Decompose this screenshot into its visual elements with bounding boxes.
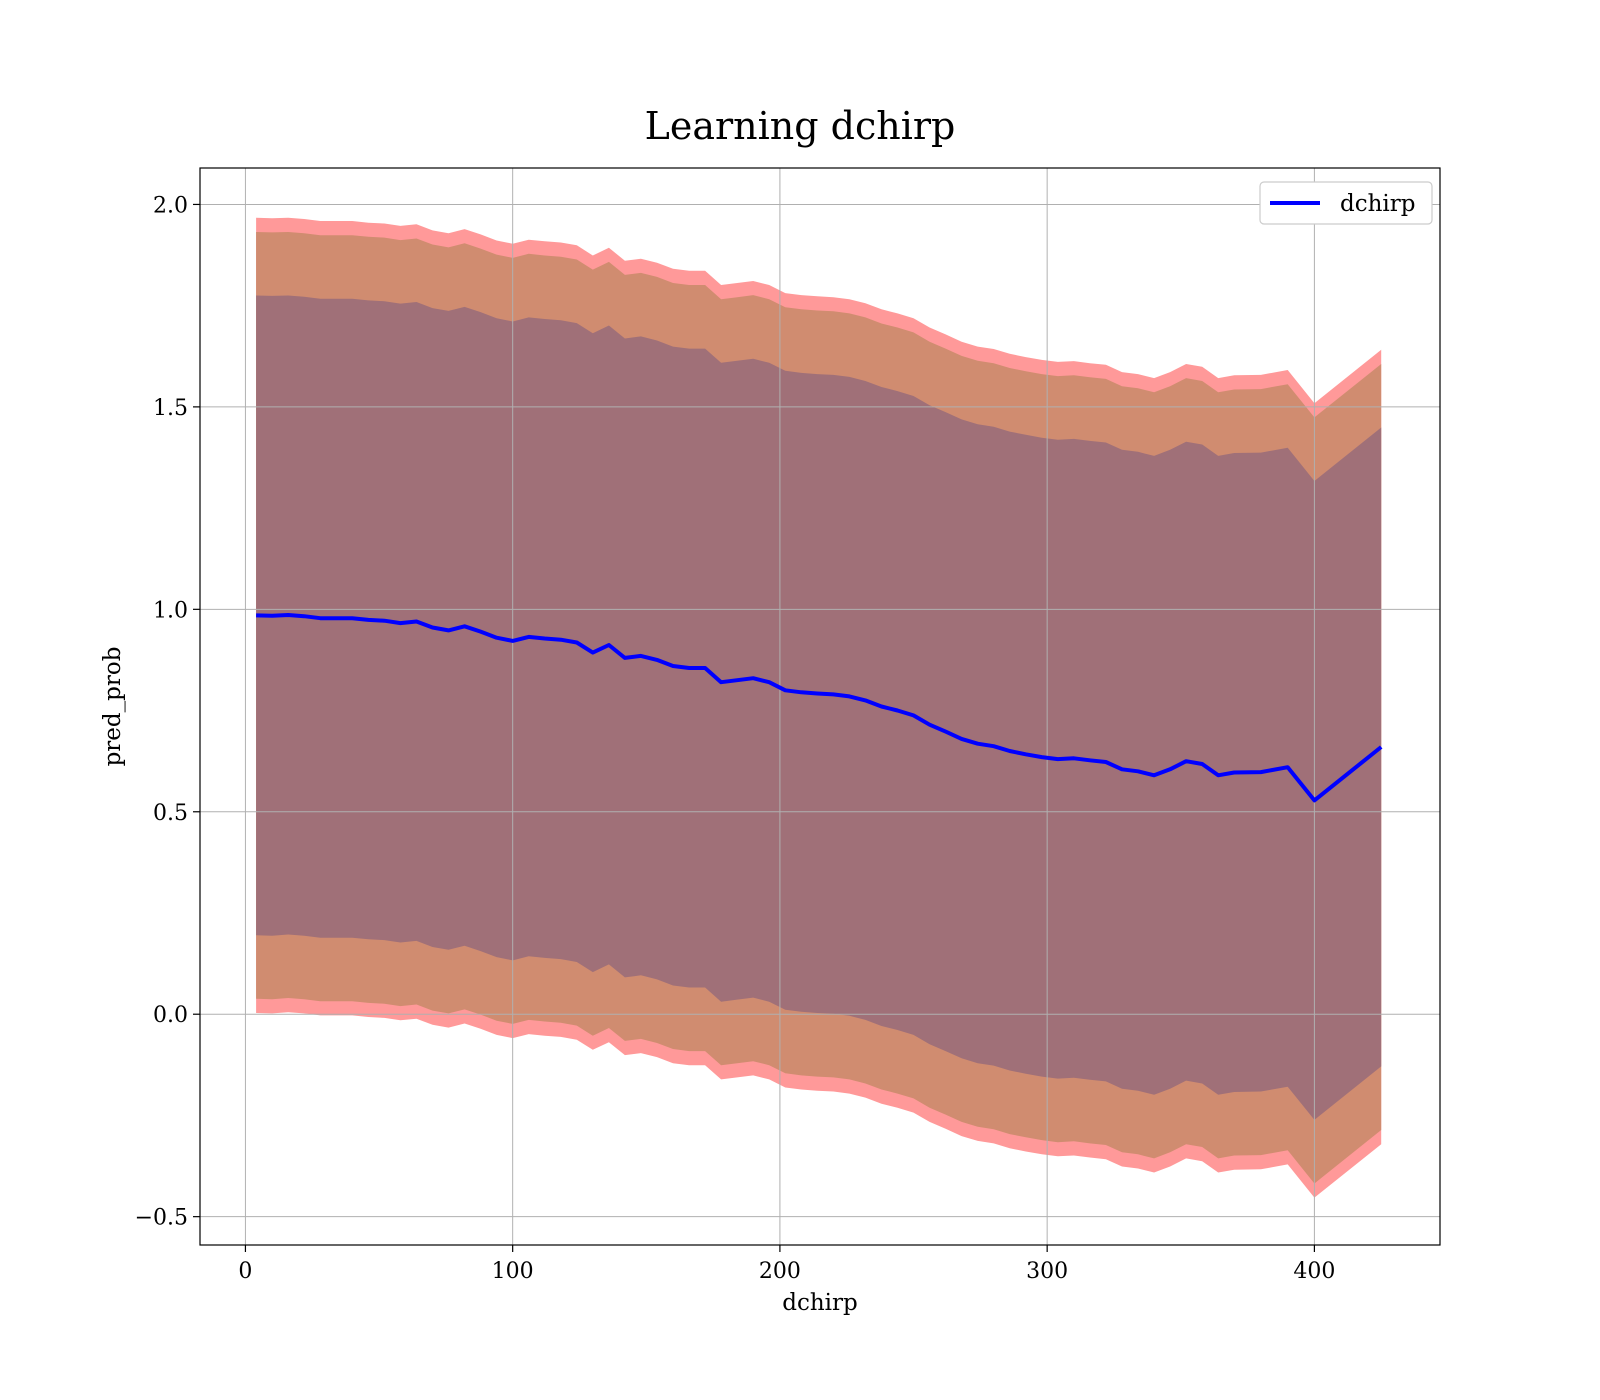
y-tick-label-2: 0.5 [153,801,188,826]
y-tick-label-5: 2.0 [153,193,188,218]
legend-box [1259,181,1433,225]
series-lines [256,613,1383,803]
series-line-1 [256,613,1383,803]
axis-ticks: 0 100 200 300 400 −0.5 0.0 0.5 1.0 1.5 2.0 [135,193,1336,1284]
y-tick-label-1: 0.0 [153,1003,188,1028]
plot-frame [199,167,1441,1246]
x-tick-label-4: 400 [1293,1259,1335,1284]
chart-title: Learning dchirp [644,104,956,148]
x-tick-label-1: 100 [492,1259,534,1284]
y-axis-label: pred_prob [100,647,126,767]
grid-lines [200,168,1440,1245]
legend: dchirp [1259,181,1433,225]
band-3 [256,295,1382,1120]
x-tick-label-3: 300 [1026,1259,1068,1284]
x-tick-label-0: 0 [238,1259,252,1284]
y-tick-label-4: 1.5 [153,396,188,421]
x-tick-label-2: 200 [759,1259,801,1284]
y-tick-label-3: 1.0 [153,598,188,623]
legend-label: dchirp [1340,191,1416,217]
y-tick-label-0: −0.5 [135,1206,188,1231]
x-axis-label: dchirp [782,1290,858,1316]
confidence-bands [256,217,1382,1198]
